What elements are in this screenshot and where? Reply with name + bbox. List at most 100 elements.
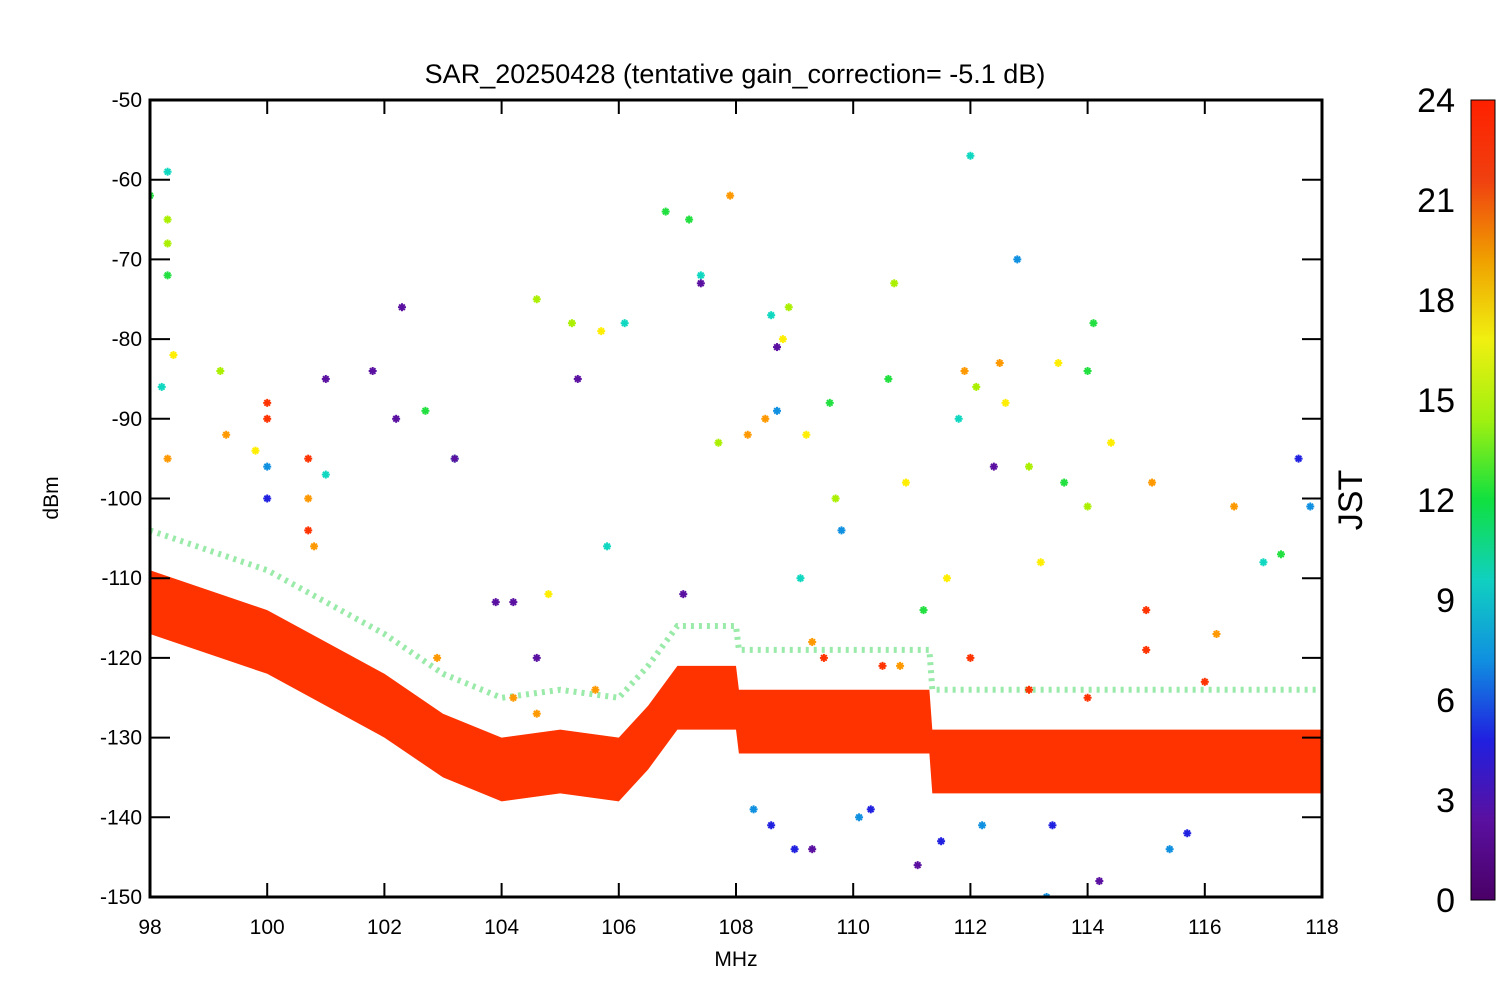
data-point <box>1276 550 1285 559</box>
data-point <box>509 693 518 702</box>
colorbar-tick-label: 15 <box>1417 382 1455 420</box>
data-point <box>321 470 330 479</box>
data-point <box>1025 462 1033 471</box>
data-point <box>509 598 518 607</box>
data-point <box>1294 454 1303 463</box>
colorbar-ticks: 24 21 18 15 12 9 6 3 0 <box>1417 82 1455 920</box>
data-point <box>796 574 805 583</box>
data-point <box>767 821 776 830</box>
data-point <box>1095 877 1104 886</box>
data-point <box>397 303 406 312</box>
data-point <box>696 271 705 280</box>
data-point <box>421 406 430 415</box>
data-point <box>1142 645 1151 654</box>
data-point <box>532 709 541 718</box>
data-point <box>163 454 172 463</box>
data-point <box>1042 893 1051 897</box>
colorbar-tick-label: 0 <box>1436 882 1455 920</box>
colorbar-tick-label: 18 <box>1417 282 1455 320</box>
data-point <box>304 494 313 503</box>
data-point <box>1054 359 1063 368</box>
data-point <box>808 637 817 646</box>
data-point <box>726 191 735 200</box>
data-point <box>392 414 401 423</box>
data-point <box>866 805 875 814</box>
data-point <box>603 542 612 551</box>
data-point <box>163 167 172 176</box>
data-point <box>966 653 975 662</box>
y-tick-label: -80 <box>112 328 142 351</box>
data-point <box>942 574 951 583</box>
data-point <box>1083 366 1092 375</box>
data-point <box>321 374 330 383</box>
data-point <box>1013 255 1022 264</box>
x-tick-label: 108 <box>718 916 753 939</box>
x-tick-label: 112 <box>954 916 987 939</box>
data-point <box>808 845 817 854</box>
data-point <box>978 821 987 830</box>
data-point <box>696 279 705 288</box>
noise-floor-scatter <box>150 527 1322 701</box>
data-point <box>368 366 377 375</box>
data-point <box>890 279 899 288</box>
data-point <box>1230 502 1239 511</box>
data-point <box>884 374 893 383</box>
data-point <box>679 590 688 599</box>
data-point <box>714 438 723 447</box>
data-point <box>1165 845 1174 854</box>
data-point <box>989 462 998 471</box>
data-point <box>767 311 776 320</box>
data-point <box>163 215 172 224</box>
x-tick-label: 100 <box>250 916 285 939</box>
data-point <box>960 366 969 375</box>
data-point <box>1036 558 1045 567</box>
data-point <box>919 606 928 615</box>
data-point <box>150 191 154 200</box>
colorbar-tick-label: 6 <box>1436 682 1455 720</box>
data-point <box>532 295 541 304</box>
data-point <box>966 151 975 160</box>
data-point <box>1048 821 1057 830</box>
data-point <box>163 271 172 280</box>
data-point <box>937 837 946 846</box>
data-point <box>913 861 922 870</box>
data-point <box>878 661 887 670</box>
data-point <box>567 319 576 328</box>
data-point <box>1083 502 1092 511</box>
x-tick-label: 106 <box>601 916 636 939</box>
data-point <box>896 661 905 670</box>
y-tick-label: -120 <box>100 647 142 670</box>
y-tick-label: -70 <box>112 248 142 271</box>
data-point <box>1060 478 1069 487</box>
data-point <box>901 478 910 487</box>
data-point <box>263 494 272 503</box>
data-point <box>1089 319 1098 328</box>
colorbar-tick-label: 12 <box>1417 482 1455 520</box>
data-point <box>157 382 166 391</box>
data-point <box>491 598 500 607</box>
data-point <box>433 653 442 662</box>
data-point <box>544 590 553 599</box>
data-point <box>1200 677 1209 686</box>
data-point <box>855 813 864 822</box>
data-point <box>972 382 981 391</box>
data-point <box>169 351 178 360</box>
colorbar-label: JST <box>1332 470 1370 530</box>
data-point <box>831 494 840 503</box>
data-point <box>790 845 799 854</box>
data-point <box>685 215 694 224</box>
data-point <box>761 414 770 423</box>
data-point <box>773 343 782 352</box>
scatter-points-layer <box>150 151 1315 897</box>
data-point <box>1025 685 1033 694</box>
data-point <box>778 335 787 344</box>
colorbar-tick-label: 9 <box>1436 582 1455 620</box>
data-point <box>802 430 811 439</box>
data-point <box>263 398 272 407</box>
data-point <box>1259 558 1268 567</box>
data-point <box>1142 606 1151 615</box>
data-point <box>263 414 272 423</box>
data-point <box>251 446 260 455</box>
x-tick-label: 98 <box>138 916 161 939</box>
